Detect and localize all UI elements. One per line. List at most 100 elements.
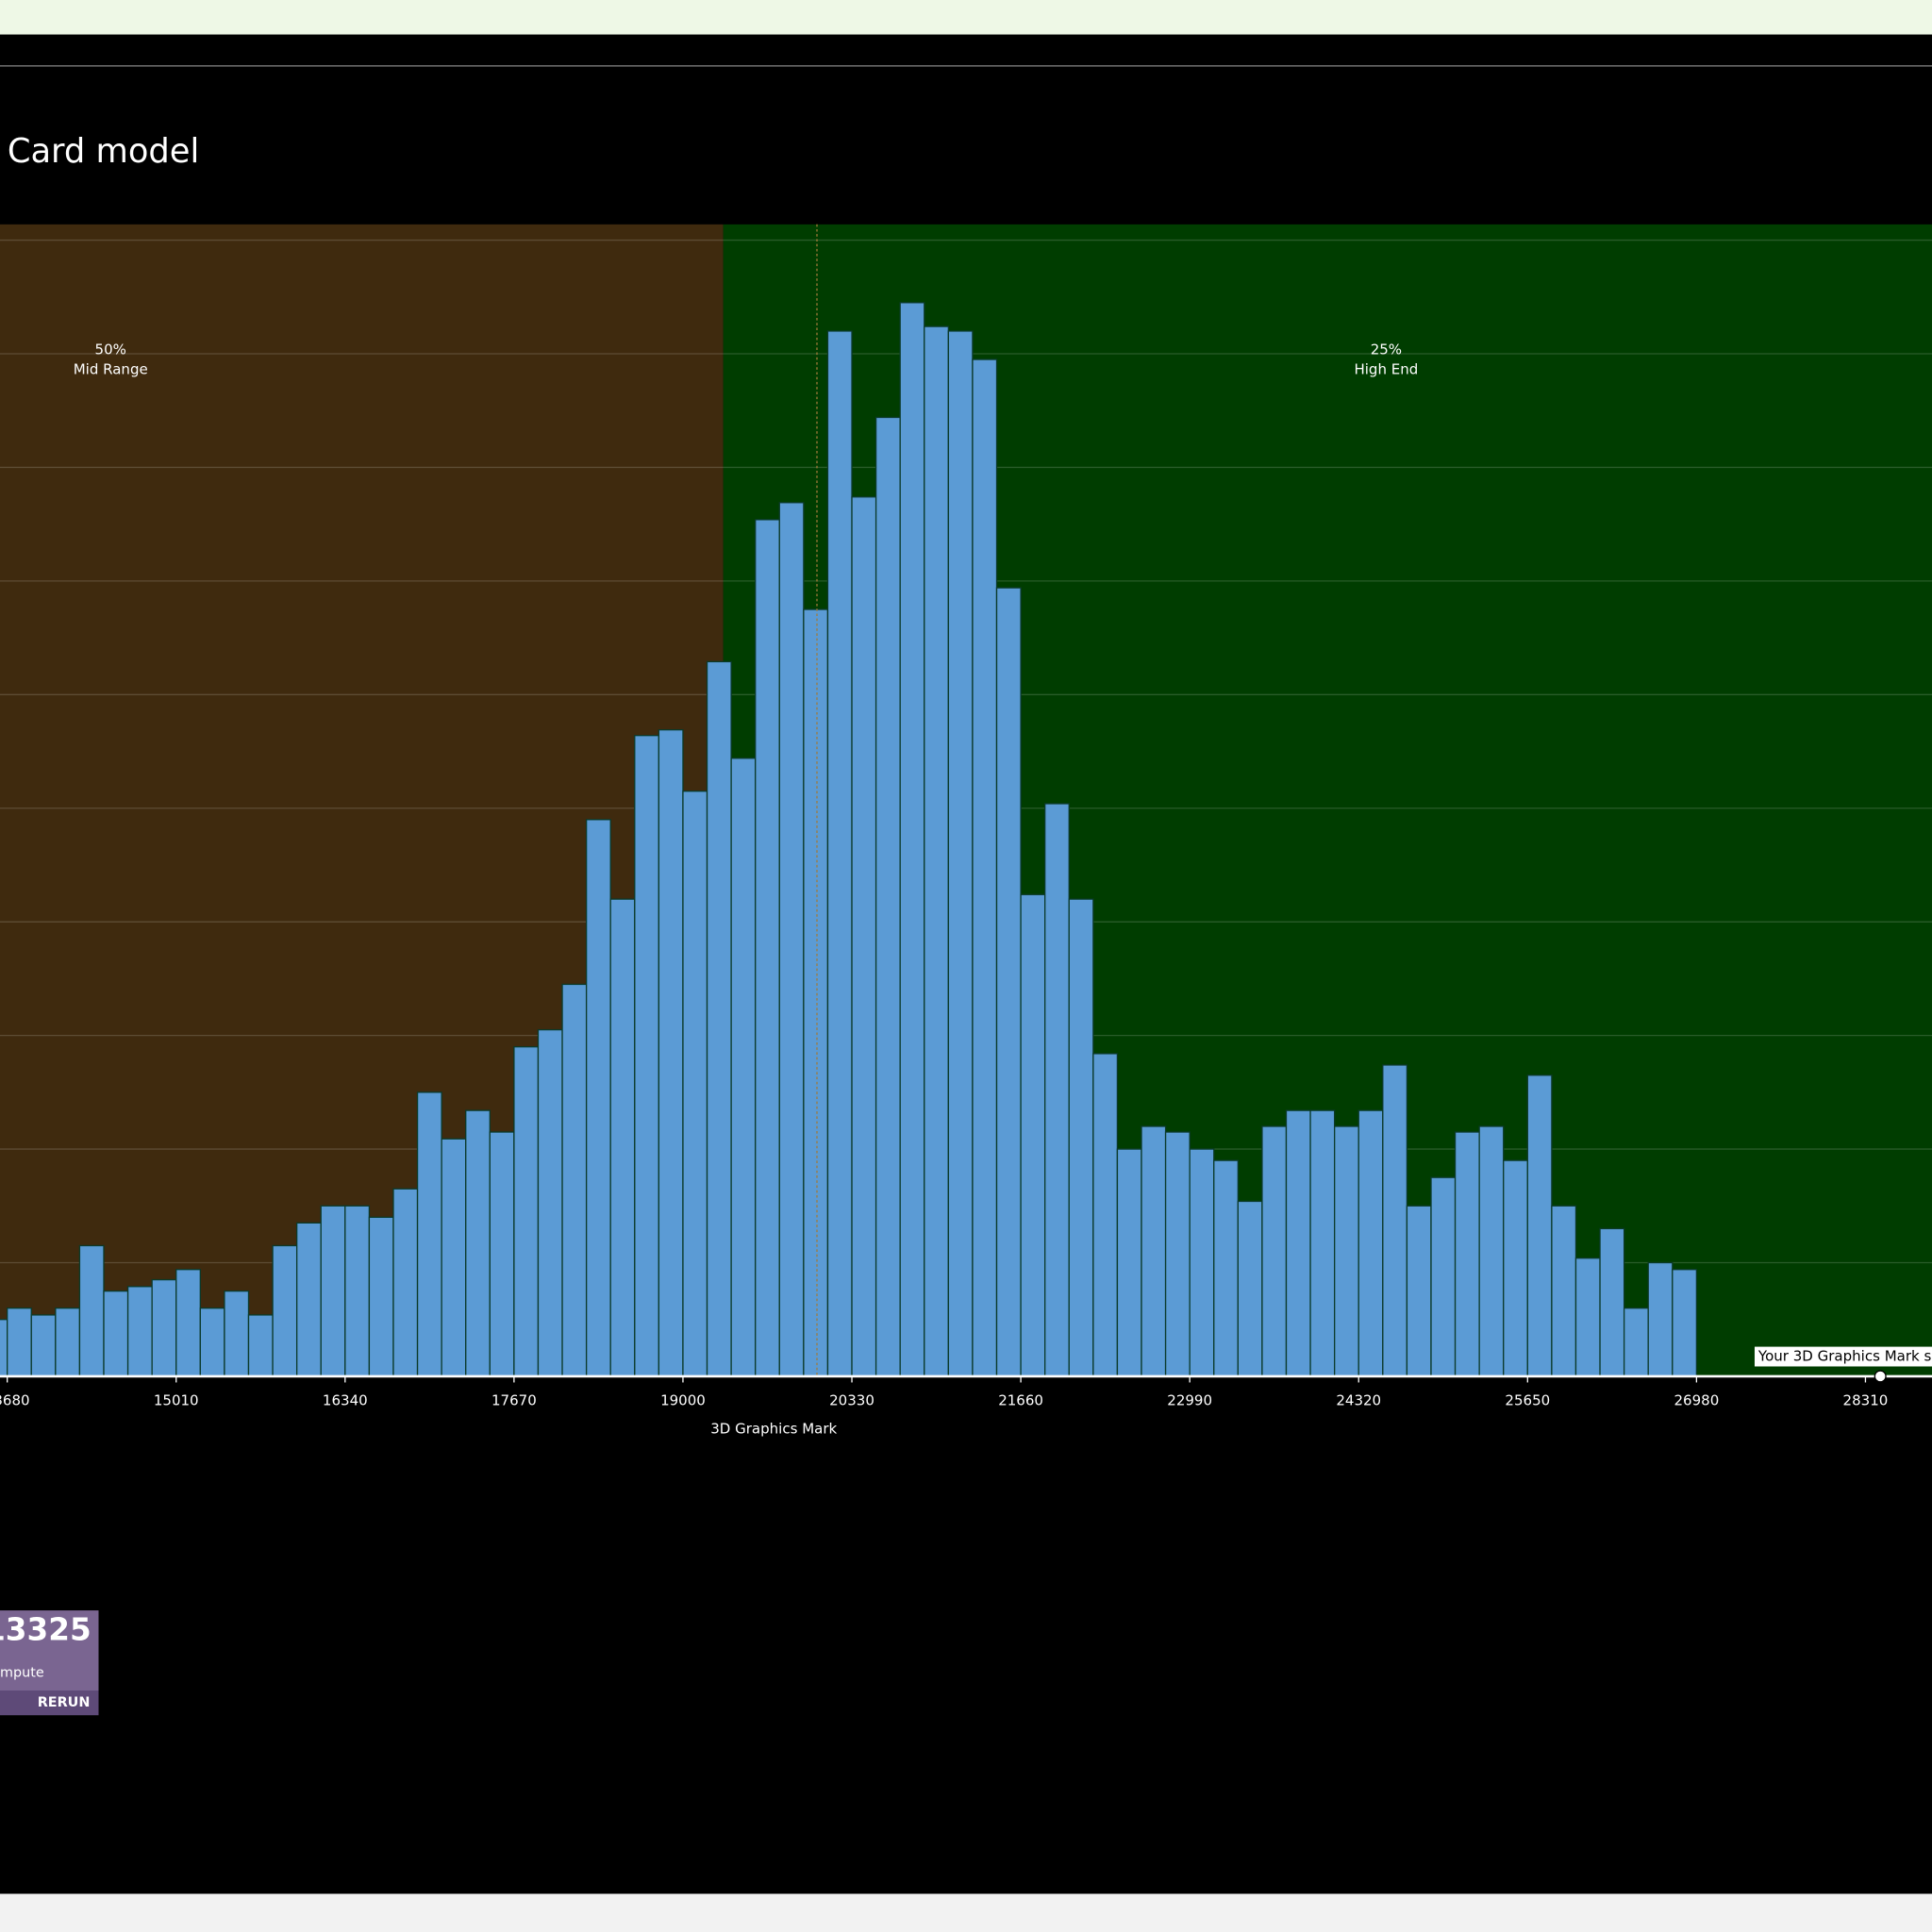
bar bbox=[1503, 1159, 1528, 1376]
bar bbox=[30, 1314, 57, 1376]
bar bbox=[175, 1269, 201, 1376]
bar bbox=[0, 1319, 8, 1376]
bar bbox=[1406, 1205, 1432, 1376]
score: 13325 bbox=[0, 1611, 92, 1647]
x-tick-label: 22990 bbox=[1167, 1392, 1212, 1409]
bar bbox=[537, 1028, 563, 1376]
bar bbox=[1647, 1261, 1674, 1376]
bar bbox=[320, 1205, 346, 1376]
bar bbox=[224, 1290, 250, 1376]
bar bbox=[1309, 1109, 1336, 1376]
bar bbox=[972, 358, 998, 1376]
bar bbox=[1092, 1053, 1119, 1376]
bar bbox=[826, 330, 853, 1376]
bar bbox=[465, 1109, 491, 1376]
bar bbox=[658, 729, 684, 1376]
bar bbox=[634, 735, 660, 1376]
bar bbox=[1526, 1074, 1553, 1376]
bar bbox=[78, 1244, 105, 1376]
region-percent: 50% bbox=[95, 341, 126, 358]
x-tick-label: 17670 bbox=[491, 1392, 537, 1409]
top-bar bbox=[0, 0, 1932, 35]
bar bbox=[947, 330, 974, 1376]
bar bbox=[103, 1290, 129, 1376]
x-axis-label: 3D Graphics Mark bbox=[710, 1421, 837, 1438]
bar bbox=[803, 608, 829, 1376]
bar bbox=[561, 983, 588, 1376]
bar bbox=[1116, 1148, 1142, 1376]
bar bbox=[1574, 1257, 1601, 1376]
bar bbox=[344, 1205, 371, 1376]
score-marker bbox=[1874, 1370, 1887, 1383]
bar bbox=[1237, 1200, 1263, 1376]
bar bbox=[851, 496, 877, 1376]
bar bbox=[755, 519, 780, 1376]
plot: 50% Mid Range 25% High End 13680 15010 16340 17… bbox=[0, 224, 1932, 1438]
chart-title: Card model bbox=[8, 132, 199, 171]
bar bbox=[585, 819, 611, 1376]
bar bbox=[1213, 1159, 1239, 1376]
bar bbox=[1551, 1205, 1577, 1376]
score-label: Your 3D Graphics Mark sc bbox=[1757, 1348, 1932, 1365]
bar bbox=[151, 1278, 177, 1376]
score-caption: mpute bbox=[0, 1666, 44, 1681]
bar bbox=[1020, 893, 1046, 1376]
bar bbox=[416, 1091, 442, 1376]
bar bbox=[1357, 1109, 1384, 1376]
x-tick-label: 19000 bbox=[660, 1392, 706, 1409]
bar bbox=[295, 1222, 322, 1376]
bar bbox=[126, 1286, 153, 1376]
region-name: Mid Range bbox=[74, 360, 148, 377]
score-label-bg bbox=[1754, 1346, 1932, 1367]
bar bbox=[609, 898, 636, 1376]
bar bbox=[1044, 803, 1070, 1376]
bar bbox=[272, 1244, 298, 1376]
rerun-button[interactable]: RERUN bbox=[38, 1695, 91, 1710]
bar bbox=[924, 325, 950, 1376]
rerun-bg[interactable] bbox=[0, 1690, 99, 1716]
bar bbox=[1623, 1307, 1649, 1376]
bar bbox=[441, 1138, 467, 1376]
bar bbox=[1454, 1131, 1480, 1376]
bar bbox=[1478, 1125, 1505, 1376]
bar bbox=[1261, 1125, 1288, 1376]
plot-area bbox=[0, 224, 1932, 1376]
bar bbox=[995, 587, 1022, 1376]
x-tick-label: 16340 bbox=[323, 1392, 368, 1409]
x-tick-label: 25650 bbox=[1505, 1392, 1550, 1409]
bottom-bar bbox=[0, 1893, 1932, 1932]
region-percent: 25% bbox=[1371, 341, 1402, 358]
bar bbox=[368, 1216, 394, 1376]
bar bbox=[778, 502, 805, 1376]
x-tick-label: 13680 bbox=[0, 1392, 30, 1409]
bar bbox=[899, 302, 925, 1376]
bar bbox=[874, 416, 901, 1376]
bar bbox=[199, 1307, 225, 1376]
bar bbox=[513, 1046, 540, 1376]
x-tick-label: 28310 bbox=[1843, 1392, 1889, 1409]
x-tick-label: 15010 bbox=[154, 1392, 199, 1409]
x-tick-label: 20330 bbox=[829, 1392, 874, 1409]
bar bbox=[489, 1131, 515, 1376]
bar bbox=[706, 660, 732, 1376]
bar bbox=[1599, 1227, 1625, 1376]
bar bbox=[1285, 1109, 1311, 1376]
x-tick-label: 21660 bbox=[998, 1392, 1043, 1409]
bar bbox=[1164, 1131, 1191, 1376]
bar bbox=[1430, 1176, 1457, 1376]
bar bbox=[682, 791, 708, 1376]
bar bbox=[730, 758, 757, 1376]
bar bbox=[7, 1307, 32, 1376]
bar bbox=[1672, 1269, 1698, 1376]
bar bbox=[1334, 1125, 1359, 1376]
bar bbox=[247, 1314, 274, 1376]
score-card[interactable]: 13325 mpute RERUN bbox=[0, 1610, 99, 1716]
bar bbox=[1189, 1148, 1215, 1376]
region-name: High End bbox=[1354, 360, 1418, 377]
bar bbox=[1141, 1125, 1167, 1376]
bar bbox=[55, 1307, 81, 1376]
bar bbox=[1382, 1064, 1408, 1376]
x-tick-label: 26980 bbox=[1674, 1392, 1719, 1409]
bar bbox=[1068, 898, 1094, 1376]
